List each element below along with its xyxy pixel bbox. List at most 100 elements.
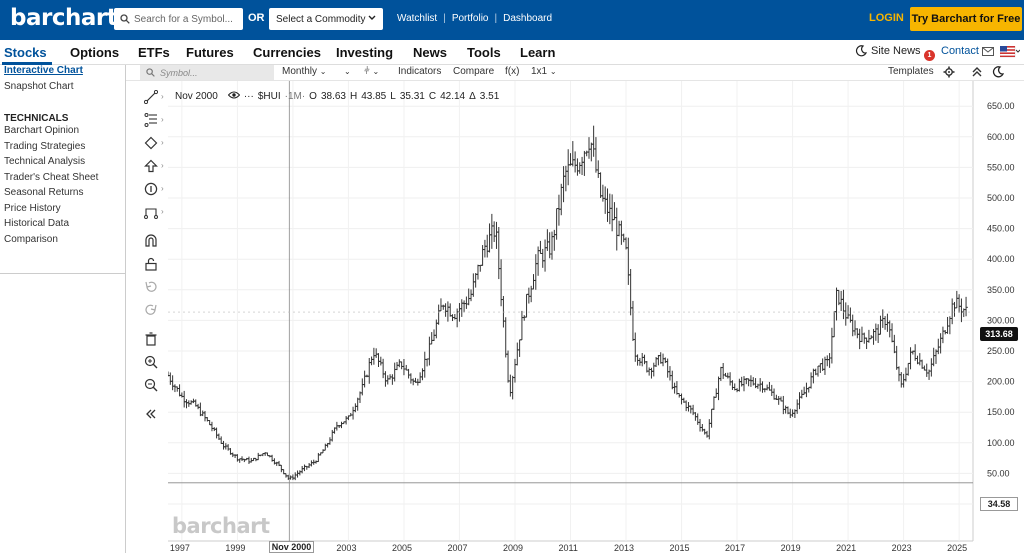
arrow-up-tool-icon[interactable] (143, 158, 159, 174)
ohlc-bars-icon: ⫩ (364, 66, 370, 77)
nav-options[interactable]: Options (70, 45, 120, 60)
login-link[interactable]: LOGIN (869, 12, 904, 24)
period-select[interactable]: Monthly ⌄ (282, 66, 327, 77)
nav-news[interactable]: News (413, 45, 447, 60)
nav-investing[interactable]: Investing (336, 45, 394, 60)
dashboard-link[interactable]: Dashboard (503, 13, 553, 24)
layout-label: 1x1 (531, 66, 548, 77)
sidebar-item-interactive-chart[interactable]: Interactive Chart (4, 65, 83, 76)
layout-select[interactable]: 1x1 ⌄ (531, 66, 557, 77)
tool-expand-icon[interactable]: › (161, 115, 164, 124)
nav-futures[interactable]: Futures (186, 45, 234, 60)
chart-toolbar: Symbol... Monthly ⌄ ⌄ ⫩ ⌄ Indicators Com… (126, 65, 1024, 81)
contact-link[interactable]: Contact (941, 45, 994, 57)
ohlc-close-label: C (428, 91, 437, 102)
redo-icon[interactable] (143, 302, 159, 318)
search-icon (120, 14, 130, 24)
barchart-logo[interactable]: barchart (10, 5, 118, 31)
y-tick-label: 550.00 (987, 162, 1015, 172)
x-tick-label: 1997 (170, 543, 190, 553)
try-free-button[interactable]: Try Barchart for Free (910, 7, 1022, 31)
sidebar-item-historical-data[interactable]: Historical Data (4, 218, 70, 229)
trash-icon[interactable] (143, 331, 159, 347)
y-tick-label: 450.00 (987, 224, 1015, 234)
collapse-panel-icon[interactable] (143, 406, 159, 422)
tool-expand-icon[interactable]: › (161, 138, 164, 147)
templates-button[interactable]: Templates (888, 66, 934, 77)
commodity-select[interactable]: Select a Commodity (269, 8, 383, 30)
tool-expand-icon[interactable]: › (161, 92, 164, 101)
tool-expand-icon[interactable]: › (161, 207, 164, 216)
time-axis: 1997199920012003200520072009201120132015… (170, 543, 967, 553)
us-flag-icon[interactable] (1000, 46, 1020, 58)
number-tool-icon[interactable] (143, 181, 159, 197)
nav-learn[interactable]: Learn (520, 45, 556, 60)
y-tick-label: 150.00 (987, 407, 1015, 417)
sidebar-item-technical-analysis[interactable]: Technical Analysis (4, 156, 86, 167)
y-tick-label: 500.00 (987, 193, 1015, 203)
moon-icon[interactable] (992, 66, 1004, 78)
nav-tools[interactable]: Tools (467, 45, 501, 60)
more-icon[interactable]: ··· (243, 91, 254, 102)
crosshair (168, 81, 973, 541)
sidebar-item-trading-strategies[interactable]: Trading Strategies (4, 141, 86, 152)
eye-icon[interactable] (227, 91, 240, 102)
link-separator: | (443, 13, 446, 24)
symbol-search-input[interactable]: Search for a Symbol... (114, 8, 243, 30)
site-news-label: Site News (871, 45, 921, 57)
or-label: OR (248, 12, 265, 24)
sidebar-item-comparison[interactable]: Comparison (4, 234, 58, 245)
trendline-tool-icon[interactable] (143, 89, 159, 105)
shape-tool-icon[interactable] (143, 135, 159, 151)
tool-expand-icon[interactable]: › (161, 161, 164, 170)
portfolio-link[interactable]: Portfolio (451, 13, 489, 24)
compare-button[interactable]: Compare (453, 66, 495, 77)
bar-style-select[interactable]: ⫩ ⌄ (364, 66, 379, 77)
x-tick-label: 2015 (670, 543, 690, 553)
sidebar-item-price-history[interactable]: Price History (4, 203, 61, 214)
sidebar-item-barchart-opinion[interactable]: Barchart Opinion (4, 125, 80, 136)
x-tick-label: 2013 (614, 543, 634, 553)
zoom-out-icon[interactable] (143, 377, 159, 393)
price-chart[interactable]: 700.00650.00600.00550.00500.00450.00400.… (168, 81, 1024, 553)
sidebar-item-snapshot-chart[interactable]: Snapshot Chart (4, 81, 74, 92)
y-tick-label: 300.00 (987, 315, 1015, 325)
measure-tool-icon[interactable] (143, 204, 159, 220)
tool-expand-icon[interactable]: › (161, 184, 164, 193)
drawing-tools-panel: › › › › › › (126, 81, 168, 553)
magnet-icon[interactable] (143, 233, 159, 249)
zoom-in-icon[interactable] (143, 354, 159, 370)
chevron-down-icon: ⌄ (344, 67, 351, 76)
chart-symbol-input[interactable]: Symbol... (140, 65, 274, 80)
nav-currencies[interactable]: Currencies (253, 45, 321, 60)
commodity-select-label: Select a Commodity (276, 13, 366, 25)
crosshair-price-badge: 34.58 (980, 497, 1018, 511)
watchlist-link[interactable]: Watchlist (397, 13, 438, 24)
chevron-down-icon: ⌄ (372, 67, 380, 76)
y-tick-label: 600.00 (987, 132, 1015, 142)
undo-icon[interactable] (143, 279, 159, 295)
indicators-button[interactable]: Indicators (398, 66, 442, 77)
header-links: Watchlist | Portfolio | Dashboard (397, 13, 552, 24)
x-tick-label: 2011 (559, 543, 578, 553)
site-news-button[interactable]: Site News (855, 45, 921, 57)
main-nav: Stocks Options ETFs Futures Currencies I… (0, 40, 1024, 65)
sidebar-item-traders-cheat-sheet[interactable]: Trader's Cheat Sheet (4, 172, 99, 183)
fibonacci-tool-icon[interactable] (143, 112, 159, 128)
collapse-up-icon[interactable] (971, 66, 983, 78)
ohlc-change-label: Δ (469, 91, 476, 102)
period-label: Monthly (282, 66, 318, 77)
y-tick-label: 350.00 (987, 285, 1015, 295)
ohlc-low: 35.31 (399, 91, 425, 102)
y-tick-label: 650.00 (987, 101, 1015, 111)
sidebar-item-seasonal-returns[interactable]: Seasonal Returns (4, 187, 84, 198)
chart-type-select[interactable]: ⌄ (344, 66, 351, 77)
x-tick-label: 2019 (781, 543, 801, 553)
nav-etfs[interactable]: ETFs (138, 45, 170, 60)
active-tab-indicator (2, 62, 52, 65)
function-button[interactable]: f(x) (505, 66, 520, 77)
gear-icon[interactable] (943, 66, 955, 78)
envelope-icon (981, 46, 994, 56)
nav-stocks[interactable]: Stocks (4, 45, 47, 60)
unlock-icon[interactable] (143, 256, 159, 272)
